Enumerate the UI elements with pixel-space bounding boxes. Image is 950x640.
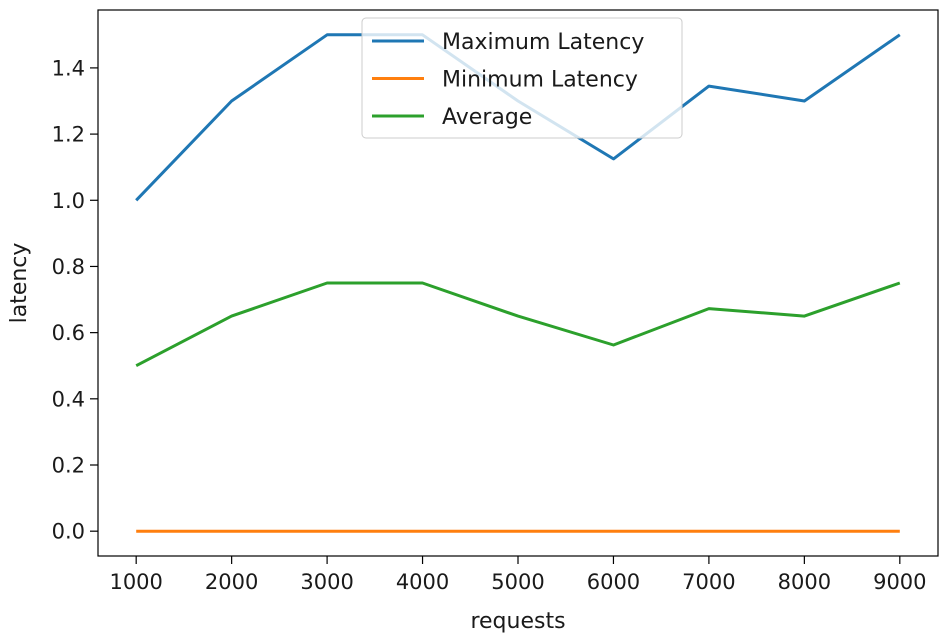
y-tick-label: 0.8 (52, 255, 85, 279)
y-tick-label: 1.2 (52, 123, 85, 147)
y-tick-label: 0.2 (52, 454, 85, 478)
series-line-average (135, 281, 901, 368)
x-tick-label: 3000 (300, 570, 353, 594)
legend: Maximum Latency Minimum Latency Average (361, 17, 683, 139)
legend-label-minimum-latency: Minimum Latency (442, 68, 638, 93)
x-tick-label: 1000 (109, 570, 162, 594)
y-tick-label: 1.0 (52, 189, 85, 213)
y-tick-label: 0.6 (52, 321, 85, 345)
x-tick-label: 5000 (491, 570, 544, 594)
y-tick-label: 0.4 (52, 387, 85, 411)
legend-label-average: Average (442, 105, 532, 130)
axes: 1000 2000 3000 4000 5000 6000 7000 8000 9000 0.0 0… (52, 9, 939, 594)
x-tick-label: 2000 (205, 570, 258, 594)
x-tick-label: 4000 (396, 570, 449, 594)
x-tick-label: 7000 (682, 570, 735, 594)
y-axis-label: latency (7, 243, 32, 324)
x-tick-label: 8000 (778, 570, 831, 594)
x-tick-label: 6000 (587, 570, 640, 594)
x-axis-label: requests (470, 609, 565, 634)
legend-box (361, 17, 683, 139)
y-tick-label: 1.4 (52, 56, 85, 80)
legend-label-maximum-latency: Maximum Latency (442, 30, 644, 55)
y-tick-label: 0.0 (52, 520, 85, 544)
x-tick-label: 9000 (873, 570, 926, 594)
